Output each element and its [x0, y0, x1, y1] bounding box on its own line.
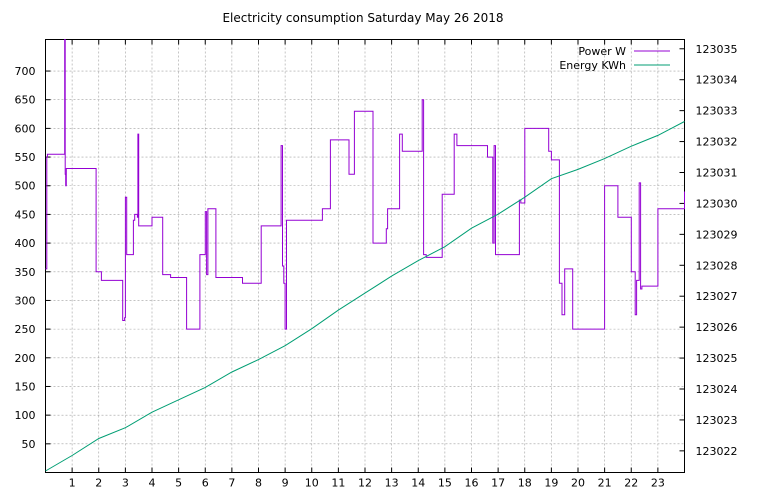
chart-title: Electricity consumption Saturday May 26 …	[222, 11, 503, 25]
x-tick-label: 23	[651, 477, 665, 490]
y-tick-label: 350	[15, 266, 36, 279]
y2-tick-label: 123034	[696, 74, 738, 87]
y2-tick-label: 123029	[696, 228, 738, 241]
x-tick-label: 17	[491, 477, 505, 490]
y2-tick-label: 123032	[696, 136, 738, 149]
y-tick-label: 500	[15, 180, 36, 193]
x-tick-label: 2	[95, 477, 102, 490]
y2-tick-label: 123031	[696, 166, 738, 179]
x-tick-label: 19	[544, 477, 558, 490]
x-tick-label: 12	[358, 477, 372, 490]
y2-tick-label: 123026	[696, 321, 738, 334]
y-tick-label: 150	[15, 380, 36, 393]
x-tick-label: 11	[331, 477, 345, 490]
y-tick-label: 100	[15, 409, 36, 422]
x-tick-label: 10	[305, 477, 319, 490]
y-tick-label: 700	[15, 65, 36, 78]
y2-tick-label: 123025	[696, 352, 738, 365]
series-line-energy	[45, 121, 685, 472]
x-tick-label: 22	[624, 477, 638, 490]
series-line-power	[45, 39, 685, 330]
legend-label: Energy KWh	[559, 59, 626, 72]
series-layer	[45, 39, 685, 472]
legend-label: Power W	[578, 45, 626, 58]
x-tick-label: 6	[202, 477, 209, 490]
x-tick-label: 20	[571, 477, 585, 490]
x-tick-label: 3	[122, 477, 129, 490]
y-tick-label: 200	[15, 352, 36, 365]
axis-ticks: 1 2 3 4 5 6 7 8 9 10 11 12 13 14 15 16 17 18 19 20 21 22 23501…	[15, 39, 738, 490]
x-tick-label: 18	[518, 477, 532, 490]
y2-tick-label: 123030	[696, 197, 738, 210]
y2-tick-label: 123028	[696, 259, 738, 272]
x-tick-label: 8	[255, 477, 262, 490]
y-tick-label: 400	[15, 237, 36, 250]
y2-tick-label: 123024	[696, 383, 738, 396]
x-tick-label: 1	[69, 477, 76, 490]
grid	[45, 39, 685, 473]
y-tick-label: 650	[15, 94, 36, 107]
y-tick-label: 300	[15, 294, 36, 307]
x-tick-label: 13	[385, 477, 399, 490]
y-tick-label: 450	[15, 208, 36, 221]
x-tick-label: 14	[411, 477, 425, 490]
x-tick-label: 21	[598, 477, 612, 490]
x-tick-label: 16	[465, 477, 479, 490]
y2-tick-label: 123022	[696, 445, 738, 458]
x-tick-label: 15	[438, 477, 452, 490]
x-tick-label: 7	[228, 477, 235, 490]
y-tick-label: 550	[15, 151, 36, 164]
y-tick-label: 250	[15, 323, 36, 336]
x-tick-label: 9	[282, 477, 289, 490]
x-tick-label: 4	[149, 477, 156, 490]
y2-tick-label: 123027	[696, 290, 738, 303]
y2-tick-label: 123033	[696, 105, 738, 118]
y-tick-label: 50	[22, 438, 36, 451]
y2-tick-label: 123023	[696, 414, 738, 427]
x-tick-label: 5	[175, 477, 182, 490]
y2-tick-label: 123035	[696, 43, 738, 56]
y-tick-label: 600	[15, 122, 36, 135]
